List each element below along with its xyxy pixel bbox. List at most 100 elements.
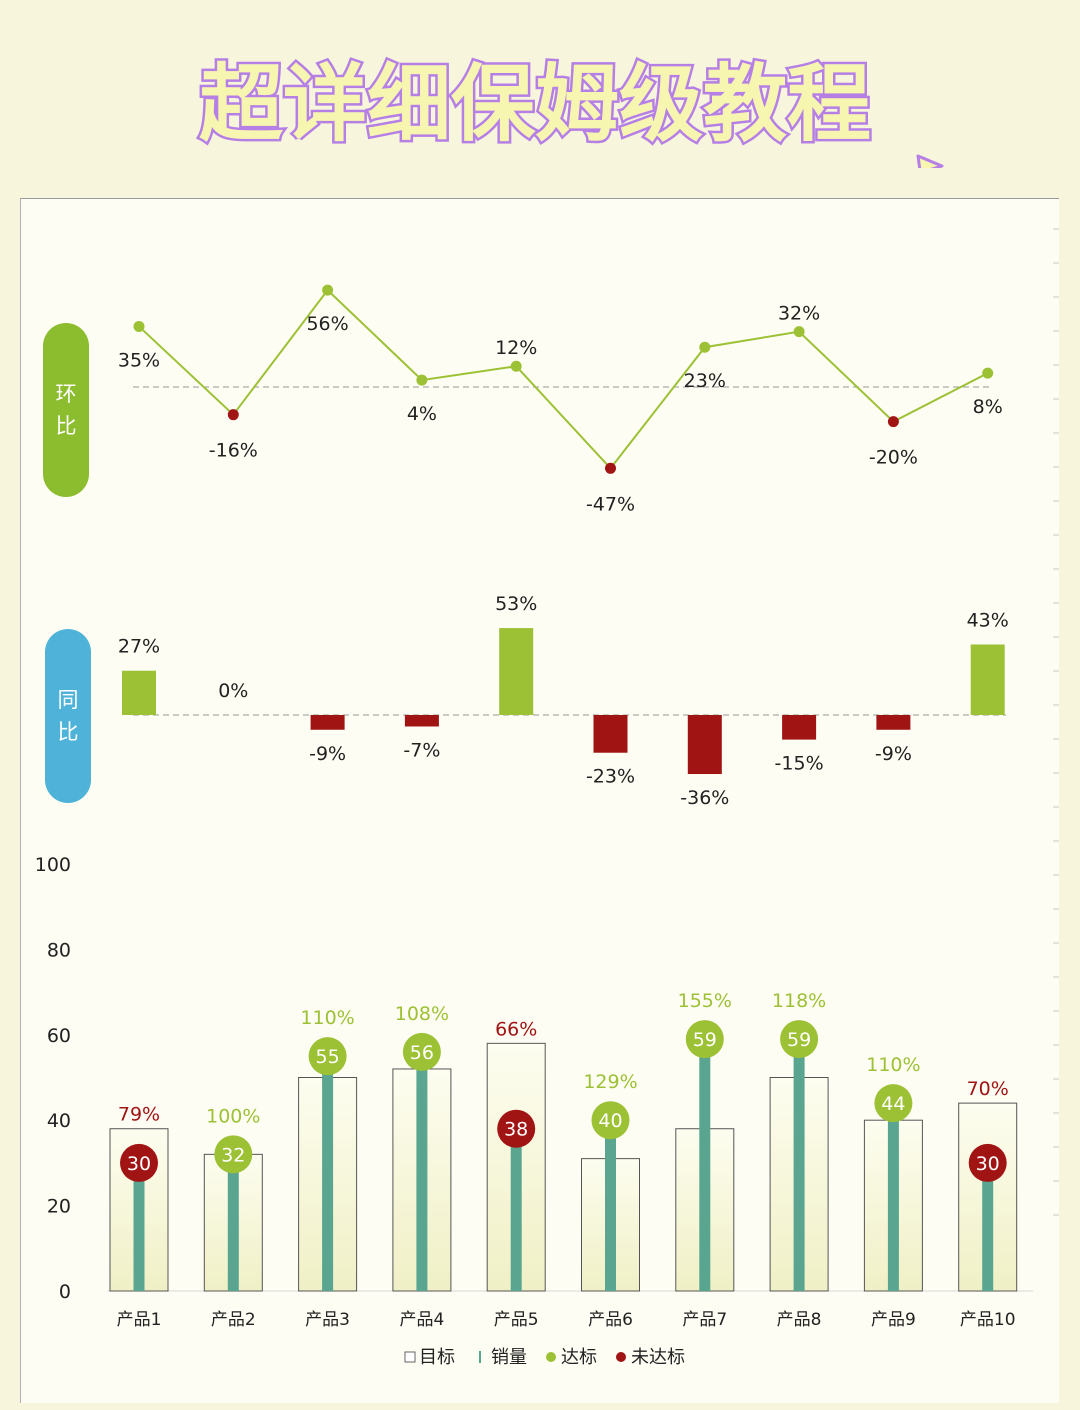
banner-title-text: 超详细保姆级教程	[199, 55, 871, 153]
achieved-marker	[780, 1020, 819, 1059]
category-label: 产品3	[305, 1310, 350, 1330]
combo-chart: 35% -16% 56% 4% 12% -47% 23% 32% -20% 8% 27% 0% -9% -…	[35, 228, 1059, 1368]
mom-point	[510, 360, 522, 372]
category-label: 产品6	[588, 1310, 633, 1330]
yoy-value-label: 43%	[967, 609, 1009, 631]
yoy-bar	[593, 715, 628, 753]
yoy-label-char-1: 同	[57, 688, 79, 712]
mom-line-chart: 35% -16% 56% 4% 12% -47% 23% 32% -20% 8%	[118, 284, 1003, 515]
yoy-value-label: -36%	[680, 787, 729, 809]
category-label: 产品9	[871, 1310, 916, 1330]
achievement-rate-label: 118%	[772, 990, 826, 1012]
mom-series-line	[138, 288, 989, 470]
achieved-marker	[214, 1135, 253, 1174]
mom-value-label: 35%	[118, 349, 160, 371]
legend-not-achieved-swatch	[616, 1352, 626, 1362]
mom-point	[322, 284, 334, 296]
mom-point	[133, 320, 145, 332]
legend-achieved-swatch	[546, 1352, 556, 1362]
achievement-rate-label: 110%	[866, 1054, 920, 1076]
not-achieved-marker	[120, 1143, 158, 1182]
achievement-rate-label: 66%	[495, 1018, 537, 1040]
yoy-bar-chart: 27% 0% -9% -7% 53% -23% -36% -15% -9% 43%	[118, 593, 1009, 809]
banner-title: 超详细保姆级教程	[196, 53, 944, 168]
mom-value-label: 32%	[778, 303, 820, 325]
yoy-label-char-2: 比	[57, 720, 79, 744]
y-tick-label: 80	[47, 939, 71, 961]
category-label: 产品8	[777, 1310, 822, 1330]
category-label: 产品4	[399, 1310, 444, 1330]
mom-value-label: -20%	[869, 447, 918, 469]
yoy-bar	[310, 715, 345, 730]
sales-value-label: 32	[221, 1144, 245, 1166]
legend-sales-label: 销量	[491, 1347, 527, 1368]
yoy-value-label: -23%	[586, 766, 635, 788]
mom-label-char-2: 比	[55, 414, 77, 438]
yoy-value-label: 53%	[495, 593, 537, 615]
yoy-label-pill: 同 比	[45, 629, 91, 803]
y-tick-label: 20	[47, 1196, 71, 1218]
yoy-bar	[122, 670, 156, 715]
achievement-rate-label: 100%	[206, 1105, 260, 1127]
sales-bar	[793, 1039, 805, 1291]
chart-legend: 目标 销量 达标 未达标	[404, 1347, 685, 1368]
achievement-rate-label: 110%	[300, 1007, 354, 1029]
yoy-value-label: -15%	[775, 753, 824, 775]
achievement-rate-label: 155%	[678, 990, 732, 1012]
achieved-marker	[591, 1101, 630, 1140]
sales-value-label: 59	[693, 1029, 717, 1051]
y-tick-label: 60	[47, 1025, 71, 1047]
cursor-arrow-icon	[916, 154, 944, 168]
yoy-value-label: 27%	[118, 636, 160, 658]
mom-point	[793, 326, 805, 338]
mom-point	[982, 367, 994, 379]
yoy-bar	[404, 715, 439, 727]
sales-bar	[510, 1128, 522, 1291]
yoy-bar	[876, 715, 911, 730]
legend-target-swatch	[404, 1351, 416, 1363]
y-tick-label: 0	[59, 1281, 71, 1303]
achievement-rate-label: 129%	[583, 1071, 637, 1093]
sales-bar	[416, 1051, 428, 1291]
mom-point	[605, 462, 616, 474]
y-tick-label: 40	[47, 1110, 71, 1132]
sales-bar	[887, 1103, 899, 1291]
category-label: 产品7	[682, 1310, 727, 1330]
sales-value-label: 56	[410, 1042, 434, 1064]
mom-value-label: 8%	[973, 396, 1003, 418]
achieved-marker	[685, 1020, 724, 1059]
mom-value-label: 4%	[407, 403, 437, 425]
not-achieved-marker	[968, 1143, 1007, 1182]
yoy-value-label: -7%	[403, 739, 440, 761]
mom-value-label: 12%	[495, 337, 537, 359]
yoy-bar	[687, 715, 722, 775]
sales-bar	[227, 1154, 239, 1291]
sales-bar	[605, 1120, 616, 1291]
mom-point	[416, 374, 428, 386]
sales-value-label: 55	[316, 1046, 340, 1068]
target-sales-chart: 0 20 40 60 80 100 30 79% 产品1 32 100% 产品2 55 110% 产品3 56…	[35, 854, 1033, 1368]
mom-value-label: 23%	[684, 370, 726, 392]
category-label: 产品2	[211, 1310, 256, 1330]
mom-value-label: -16%	[209, 440, 258, 462]
mom-value-label: -47%	[586, 493, 635, 515]
achieved-marker	[308, 1037, 347, 1076]
mom-point	[699, 341, 711, 353]
mom-value-label: 56%	[306, 313, 348, 335]
achievement-rate-label: 79%	[118, 1104, 160, 1126]
category-label: 产品5	[494, 1310, 539, 1330]
sales-value-label: 30	[976, 1153, 1000, 1175]
sales-bar	[699, 1039, 711, 1291]
mom-point	[887, 416, 899, 428]
legend-target-label: 目标	[419, 1347, 455, 1368]
not-achieved-marker	[497, 1109, 536, 1148]
legend-not-achieved-label: 未达标	[631, 1347, 685, 1368]
sales-value-label: 30	[127, 1153, 151, 1175]
legend-sales-swatch	[479, 1351, 481, 1363]
sales-value-label: 59	[787, 1029, 811, 1051]
yoy-value-label: -9%	[309, 743, 346, 765]
sales-value-label: 38	[504, 1119, 528, 1141]
category-label: 产品10	[960, 1310, 1016, 1330]
sales-value-label: 40	[598, 1110, 622, 1132]
mom-point	[227, 409, 239, 421]
